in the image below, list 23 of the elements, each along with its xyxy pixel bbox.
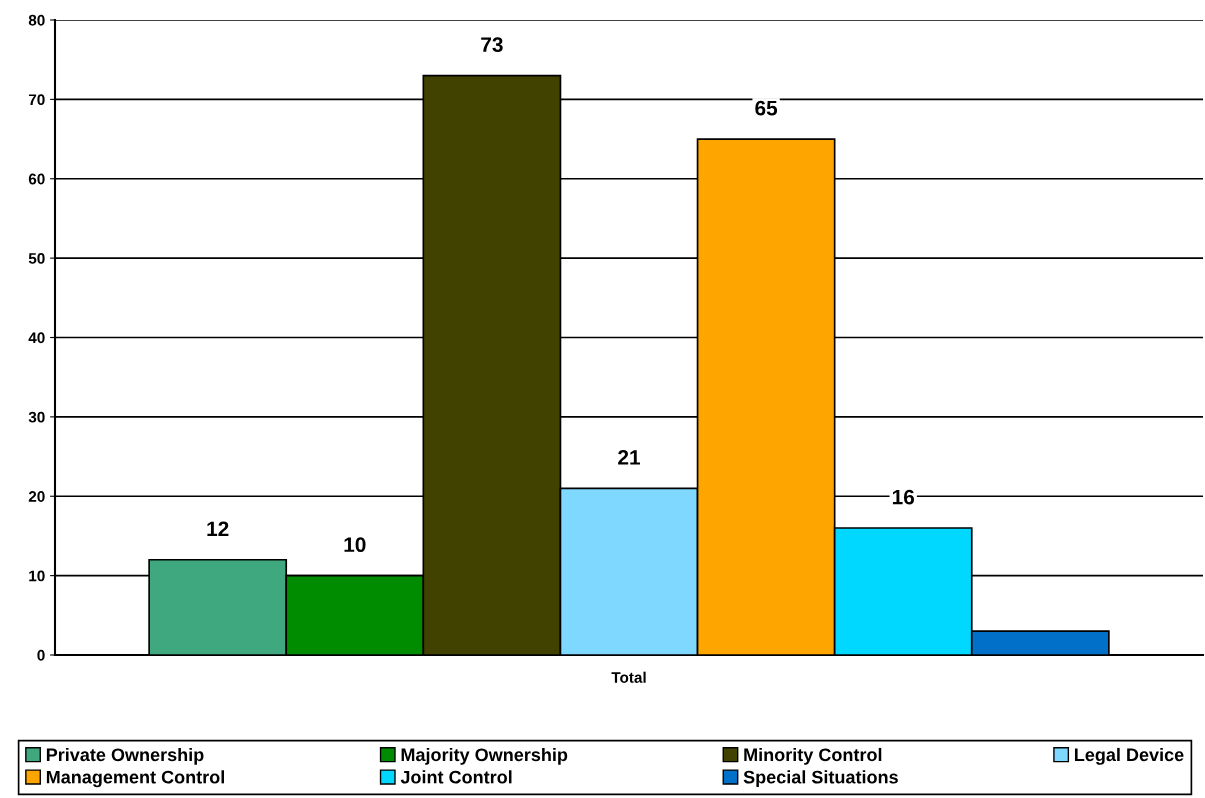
data-label: 12 (207, 521, 229, 536)
y-tick-label: 20 (28, 491, 45, 502)
y-tick-label: 70 (28, 94, 45, 106)
data-label: 73 (481, 37, 503, 53)
legend-label: Legal Device (1074, 747, 1184, 765)
y-tick-label: 10 (29, 570, 45, 582)
y-tick-label: 0 (37, 649, 45, 661)
y-tick-label: 80 (28, 14, 45, 26)
data-label: 21 (618, 450, 641, 465)
y-tick-label: 60 (28, 173, 45, 185)
legend-label: Private Ownership (46, 747, 204, 765)
y-tick-label: 40 (28, 332, 45, 344)
legend-label: Majority Ownership (401, 747, 568, 765)
x-tick-label: Total (611, 671, 646, 683)
legend-label: Joint Control (400, 770, 512, 784)
legend-label: Special Situations (743, 770, 898, 788)
legend-label: Minority Control (744, 747, 882, 765)
legend-label: Management Control (46, 770, 224, 788)
data-label: 65 (755, 100, 778, 116)
y-tick-label: 50 (28, 252, 45, 264)
data-label: 10 (344, 537, 366, 553)
y-tick-label: 30 (28, 411, 45, 423)
data-label: 16 (892, 489, 915, 505)
